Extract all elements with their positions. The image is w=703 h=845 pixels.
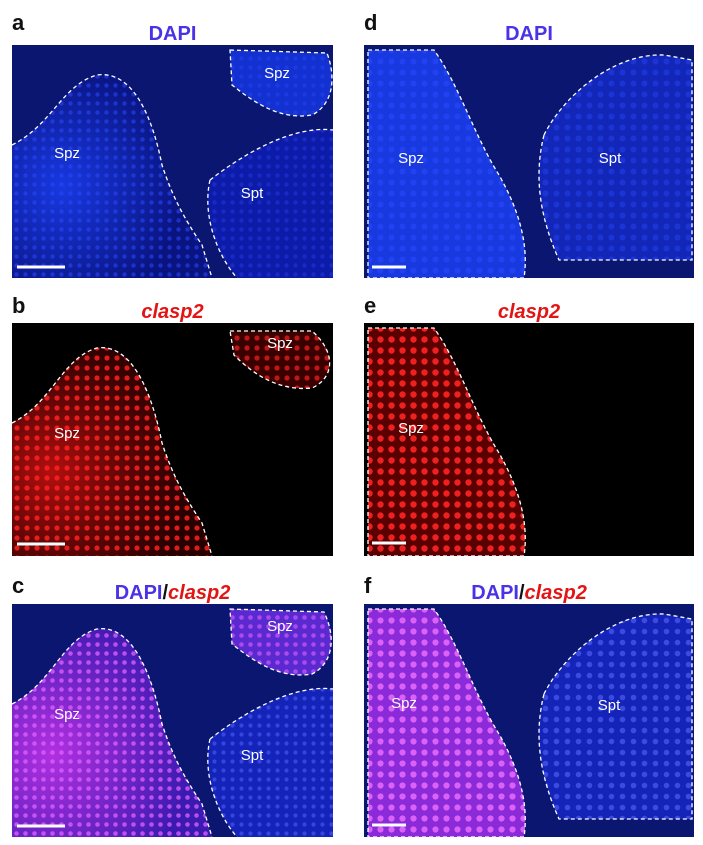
region-label: Spt: [599, 150, 622, 167]
region-label: Spz: [54, 425, 80, 442]
panel-letter-f: f: [364, 573, 372, 598]
panel-c-title: DAPI/clasp2: [12, 583, 333, 603]
title-clasp2: clasp2: [524, 582, 587, 604]
micrograph-c: Spz Spz Spt: [12, 604, 333, 837]
title-dapi: DAPI: [471, 582, 519, 604]
title-dapi: DAPI: [114, 582, 163, 604]
title-clasp2: clasp2: [168, 582, 231, 604]
micrograph-e: Spz: [364, 323, 694, 556]
region-label: Spt: [241, 747, 264, 764]
region-label: Spz: [267, 618, 293, 635]
region-label: Spz: [264, 65, 290, 82]
region-label: Spz: [398, 150, 424, 167]
region-label: Spz: [398, 420, 424, 437]
panel-letter-d: d: [364, 10, 378, 35]
region-label: Spz: [267, 335, 293, 352]
region-label: Spz: [391, 695, 417, 712]
panel-b-title: clasp2: [141, 301, 204, 323]
region-label: Spz: [54, 706, 80, 723]
panel-d-title: DAPI: [505, 23, 553, 45]
title-slash: /: [518, 582, 525, 604]
panel-letter-b: b: [12, 293, 26, 318]
micrograph-a: Spz Spz Spt: [12, 45, 333, 278]
micrograph-d: Spz Spt: [364, 45, 694, 278]
title-slash: /: [162, 582, 169, 604]
panel-f-title: DAPI/clasp2: [364, 583, 694, 603]
region-label: Spz: [54, 145, 80, 162]
region-label: Spt: [241, 185, 264, 202]
panel-e-title: clasp2: [497, 301, 561, 323]
panel-letter-a: a: [12, 10, 25, 35]
region-label: Spt: [598, 697, 621, 714]
panel-a-title: DAPI: [148, 23, 197, 45]
micrograph-f: Spz Spt: [364, 604, 694, 837]
panel-letter-e: e: [364, 293, 377, 318]
micrograph-b: Spz Spz: [12, 323, 333, 556]
panel-letter-c: c: [12, 573, 25, 598]
